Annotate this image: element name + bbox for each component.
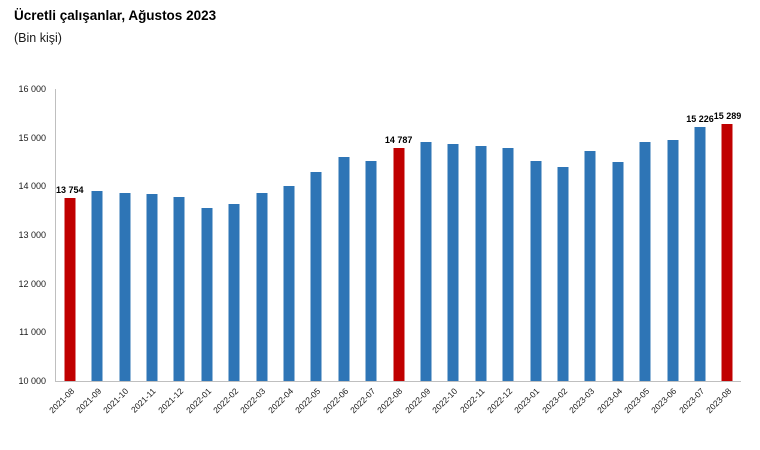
chart-title: Ücretli çalışanlar, Ağustos 2023 <box>14 8 217 23</box>
bar-data-label: 15 226 <box>686 113 714 124</box>
bar-slot <box>357 89 384 381</box>
y-tick-label: 10 000 <box>18 376 46 386</box>
bar-2022-03 <box>256 192 268 381</box>
x-tick-slot: 2022-09 <box>403 383 438 445</box>
y-tick-label: 13 000 <box>18 230 46 240</box>
bar-data-label: 14 787 <box>384 135 413 146</box>
x-tick-slot: 2023-03 <box>567 383 603 445</box>
x-tick-slot: 2023-07 <box>677 383 712 445</box>
bar-data-label: 13 754 <box>55 185 84 196</box>
bar-slot <box>604 89 631 381</box>
bar-slot <box>220 89 247 381</box>
y-tick-label: 15 000 <box>18 132 46 143</box>
bar-2023-04 <box>612 161 624 381</box>
bar-2022-12 <box>502 147 514 381</box>
bar-slot <box>248 89 275 381</box>
y-tick-label: 14 000 <box>18 181 46 192</box>
plot-area: 13 754 14 787 15 226 15 289 <box>55 89 741 382</box>
bar-2021-12 <box>173 197 185 381</box>
x-tick-slot: 2021-11 <box>129 383 164 445</box>
x-tick-slot: 2021-09 <box>74 383 109 445</box>
x-tick-slot: 2022-04 <box>266 383 301 445</box>
x-tick-slot: 2022-07 <box>348 383 383 445</box>
bar-2021-10 <box>119 193 131 381</box>
bar-slot <box>166 89 193 381</box>
bar-slot <box>138 89 165 381</box>
x-tick-slot: 2022-10 <box>430 383 466 445</box>
bar-2021-08 <box>64 198 76 381</box>
bar-2021-09 <box>91 191 103 381</box>
y-tick-label: 16 000 <box>18 84 46 94</box>
x-tick-slot: 2023-05 <box>622 383 658 445</box>
bar-2023-05 <box>639 142 651 381</box>
bar-slot <box>632 89 659 381</box>
bar-2022-08 <box>393 148 405 381</box>
y-axis: 16 000 15 000 14 000 13 000 12 000 11 000 10 0… <box>0 84 50 386</box>
bar-slot <box>83 89 110 381</box>
x-tick-slot: 2023-06 <box>650 383 685 445</box>
bar-2021-11 <box>146 193 158 381</box>
bar-slot <box>467 89 494 381</box>
bar-2022-05 <box>310 171 322 381</box>
x-tick-slot: 2022-02 <box>211 383 246 445</box>
bar-2023-01 <box>530 161 542 381</box>
bar-slot: 15 289 <box>714 89 741 381</box>
bar-2022-01 <box>201 207 213 381</box>
x-tick-label: 2021-08 <box>46 386 76 416</box>
x-tick-slot: 2022-03 <box>238 383 274 445</box>
bars-container: 13 754 14 787 15 226 15 289 <box>56 89 741 381</box>
bar-data-label: 15 289 <box>713 110 742 121</box>
bar-2022-04 <box>283 186 295 381</box>
bar-slot: 15 226 <box>686 89 714 381</box>
y-tick-label: 12 000 <box>18 278 46 289</box>
bar-2023-06 <box>667 139 679 381</box>
x-tick-slot: 2022-01 <box>184 383 219 445</box>
y-tick-label: 11 000 <box>19 327 46 338</box>
bar-slot <box>193 89 220 381</box>
bar-slot <box>659 89 686 381</box>
x-tick-slot: 2021-12 <box>156 383 192 445</box>
bar-slot <box>412 89 439 381</box>
bar-2022-07 <box>365 161 377 381</box>
x-tick-slot: 2022-11 <box>458 383 493 445</box>
bar-slot <box>330 89 357 381</box>
bar-slot <box>303 89 330 381</box>
bar-2022-06 <box>338 157 350 381</box>
bar-2022-02 <box>228 204 240 381</box>
bar-2022-11 <box>475 145 487 381</box>
bar-2023-02 <box>557 166 569 381</box>
bar-slot: 14 787 <box>385 89 412 381</box>
x-tick-slot: 2023-08 <box>704 383 740 445</box>
x-tick-slot: 2021-08 <box>47 383 82 445</box>
bar-slot <box>522 89 549 381</box>
bar-slot <box>495 89 522 381</box>
x-tick-slot: 2022-12 <box>485 383 521 445</box>
bar-2022-10 <box>447 143 459 381</box>
x-tick-slot: 2023-04 <box>595 383 630 445</box>
x-tick-slot: 2022-08 <box>376 383 411 445</box>
bar-slot <box>275 89 302 381</box>
bar-2023-03 <box>584 150 596 381</box>
x-tick-slot: 2022-06 <box>321 383 356 445</box>
bar-2023-08 <box>721 123 733 381</box>
x-tick-slot: 2022-05 <box>293 383 329 445</box>
bar-slot <box>577 89 604 381</box>
chart-subtitle: (Bin kişi) <box>14 31 62 45</box>
x-axis-labels: 2021-08 2021-09 2021-10 2021-11 2021-12 2022-… <box>47 383 740 445</box>
bar-slot: 13 754 <box>56 89 83 381</box>
bar-2022-09 <box>420 141 432 381</box>
bar-slot <box>440 89 467 381</box>
bar-slot <box>111 89 138 381</box>
bar-slot <box>549 89 576 381</box>
x-tick-slot: 2023-02 <box>540 383 575 445</box>
bar-2023-07 <box>694 126 706 381</box>
x-tick-slot: 2021-10 <box>101 383 137 445</box>
x-tick-slot: 2023-01 <box>513 383 548 445</box>
